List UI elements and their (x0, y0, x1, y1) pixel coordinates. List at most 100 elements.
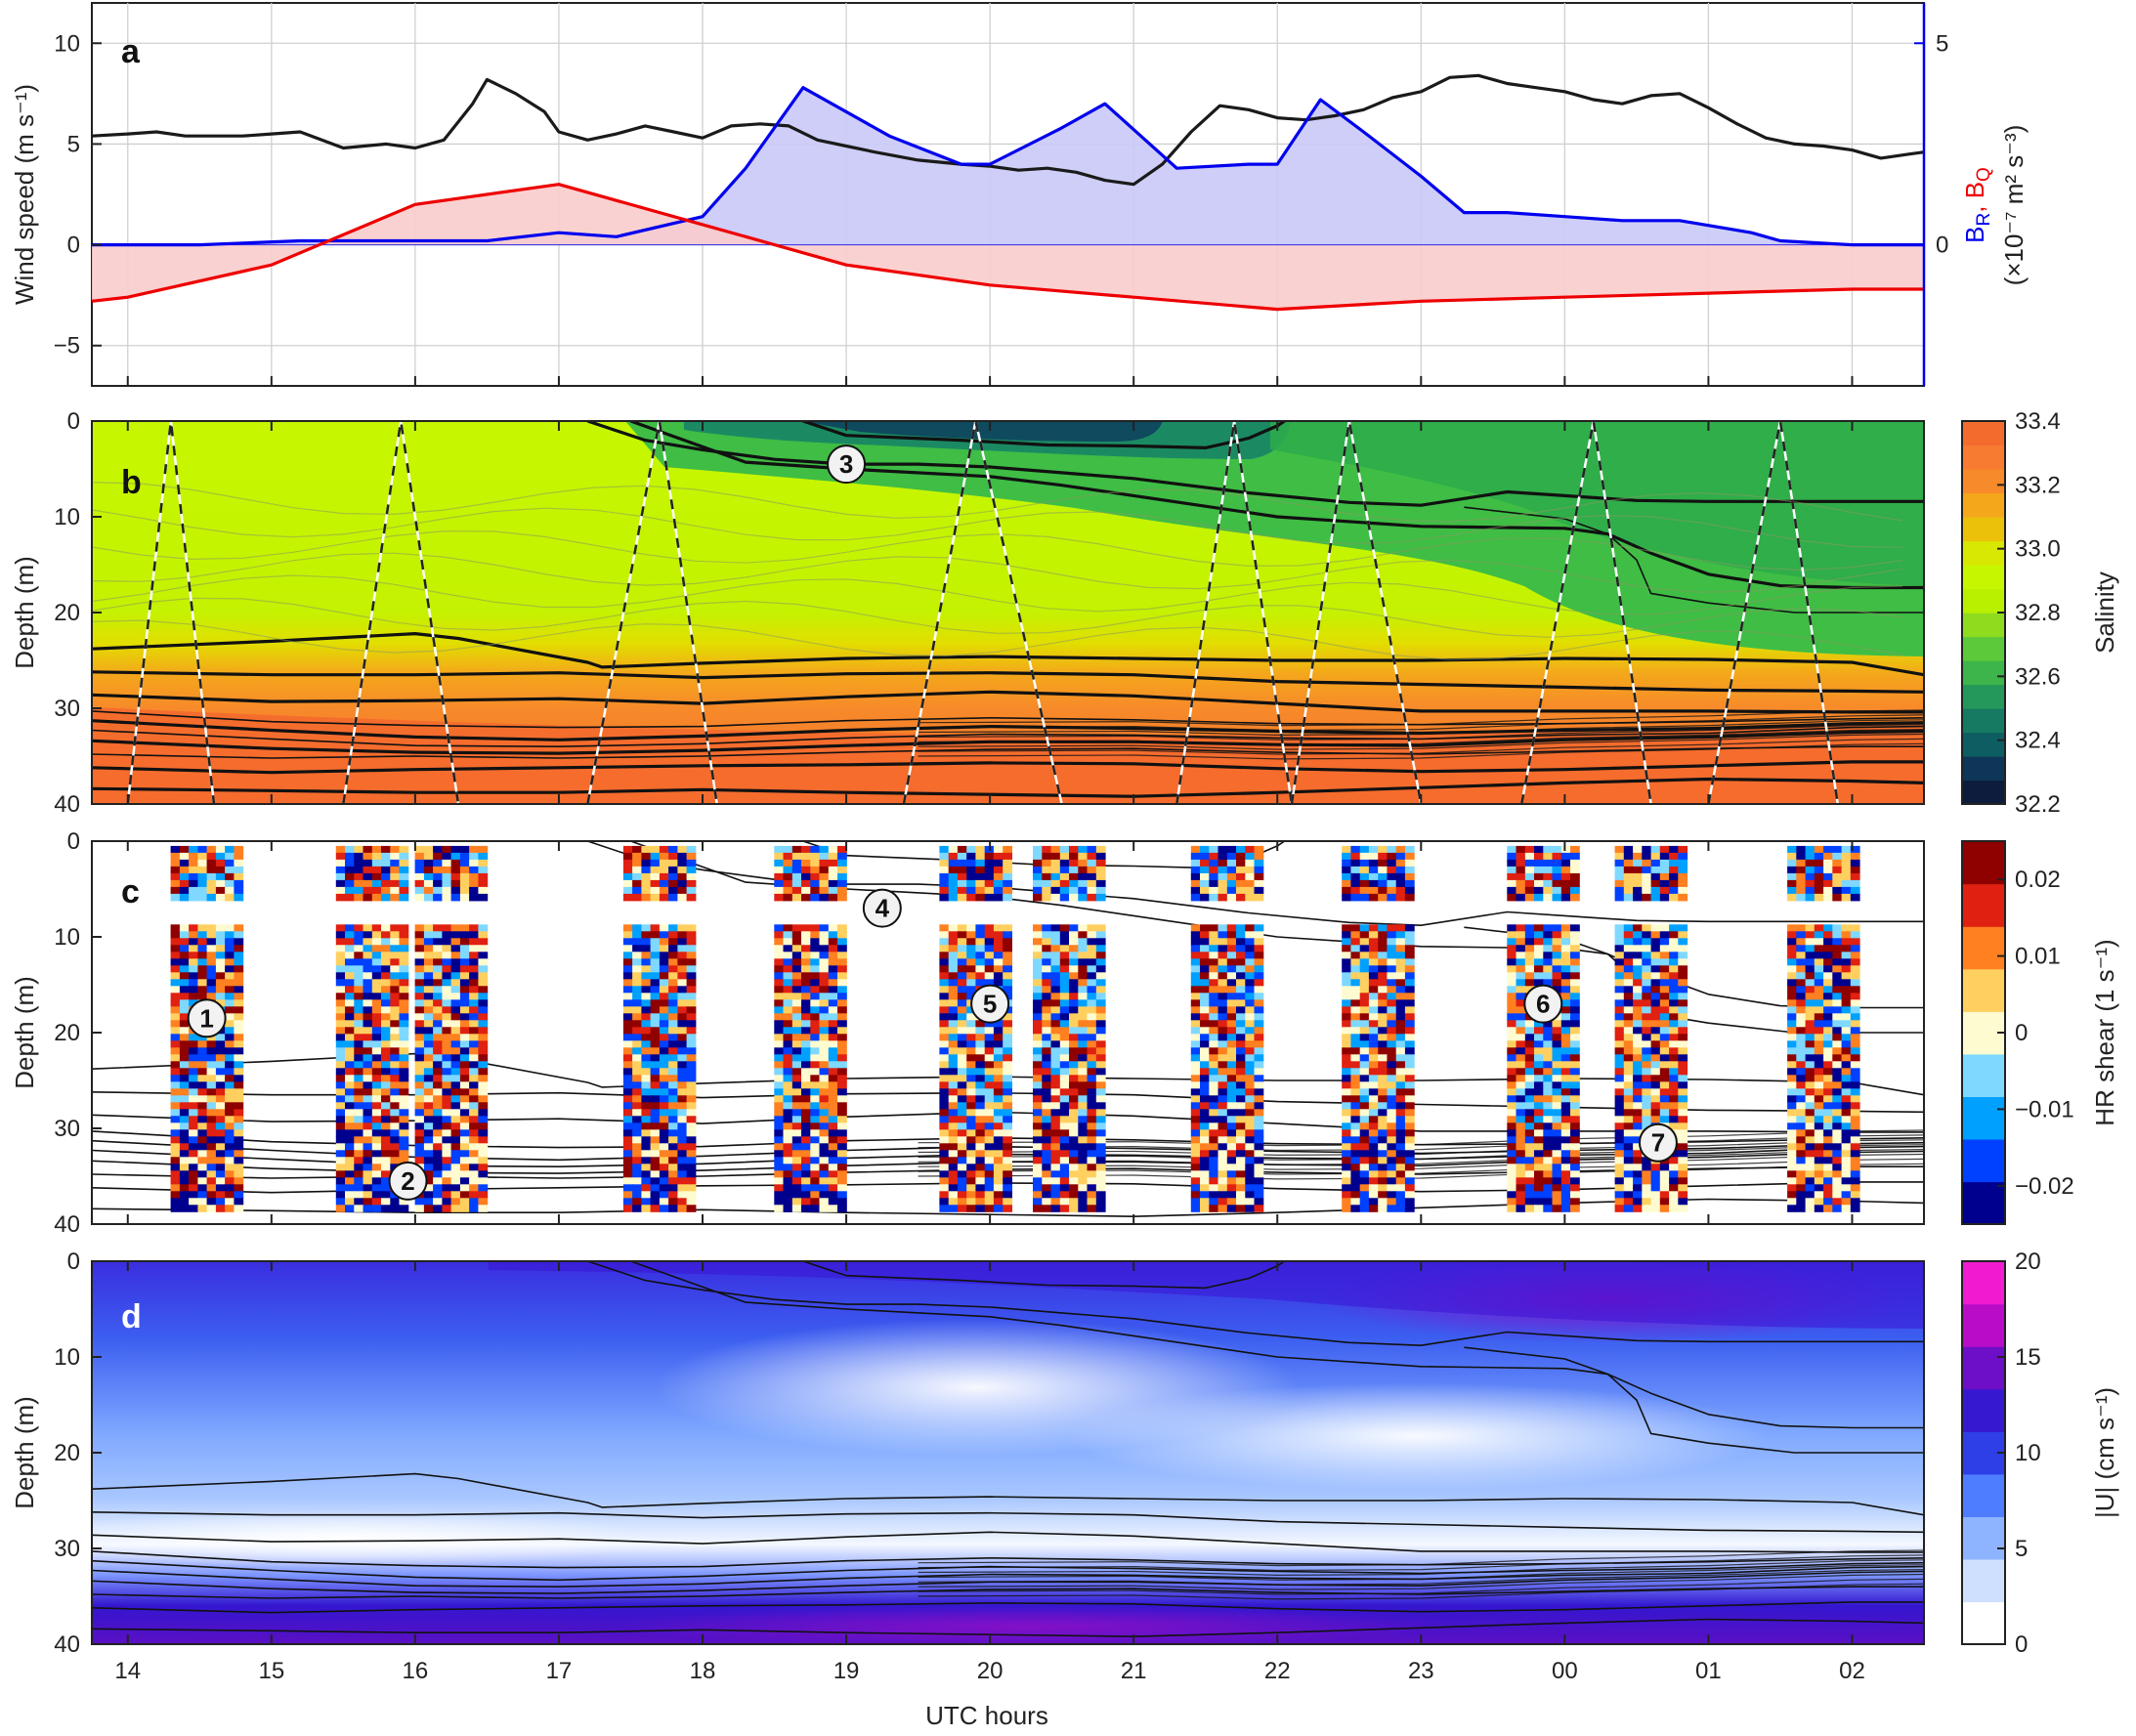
shear-cell (478, 886, 489, 895)
shear-cell (1368, 1054, 1379, 1062)
shear-cell (1524, 1081, 1535, 1089)
shear-cell (225, 879, 235, 888)
shear-cell (1218, 866, 1228, 874)
shear-cell (650, 1129, 661, 1137)
shear-cell (1003, 924, 1012, 932)
shear-cell (659, 938, 669, 946)
shear-cell (1095, 938, 1106, 946)
shear-cell (381, 1075, 391, 1082)
shear-cell (170, 924, 181, 932)
shear-cell (1095, 1061, 1106, 1069)
shear-cell (442, 1102, 452, 1110)
shear-cell (1404, 859, 1415, 868)
shear-cell (433, 931, 443, 939)
shear-cell (801, 1205, 811, 1212)
shear-cell (791, 931, 802, 939)
y2-tick-label: 0 (1936, 233, 1948, 259)
shear-cell (984, 1136, 995, 1144)
shear-cell (1245, 872, 1256, 881)
shear-cell (225, 1136, 235, 1144)
shear-cell (1623, 952, 1634, 959)
shear-profile (1190, 845, 1264, 1212)
shear-cell (984, 1081, 995, 1089)
shear-cell (1359, 1129, 1370, 1137)
shear-cell (1850, 845, 1860, 854)
shear-cell (1209, 866, 1219, 874)
shear-cell (1823, 1136, 1833, 1144)
shear-cell (1059, 1061, 1070, 1069)
shear-cell (371, 1122, 382, 1130)
shear-cell (957, 931, 967, 939)
shear-cell (1787, 945, 1797, 953)
shear-cell (1087, 938, 1097, 946)
shear-cell (1050, 952, 1061, 959)
shear-cell (1560, 1164, 1571, 1171)
shear-cell (1218, 1129, 1228, 1137)
shear-cell (668, 965, 678, 973)
shear-cell (1368, 999, 1379, 1007)
shear-cell (345, 1013, 355, 1021)
shear-cell (641, 886, 652, 895)
shear-cell (1050, 852, 1061, 861)
shear-cell (774, 993, 785, 1000)
shear-cell (225, 1143, 235, 1151)
shear-cell (478, 1034, 489, 1041)
shear-cell (381, 1034, 391, 1041)
shear-cell (1342, 993, 1351, 1000)
contour-thin (92, 619, 1903, 660)
shear-cell (1814, 1150, 1824, 1158)
shear-cell (478, 931, 489, 939)
shear-cell (423, 1184, 434, 1192)
shear-cell (1359, 1020, 1370, 1028)
shear-cell (399, 1054, 409, 1062)
shear-cell (1524, 1129, 1535, 1137)
shear-cell (828, 1068, 838, 1076)
shear-cell (371, 1184, 382, 1192)
shear-cell (1787, 1013, 1797, 1021)
shear-cell (948, 1170, 959, 1178)
shear-cell (1678, 1143, 1688, 1151)
shear-cell (677, 859, 688, 868)
shear-cell (1543, 886, 1554, 895)
shear-cell (622, 1013, 633, 1021)
shear-cell (939, 1136, 950, 1144)
shear-cell (1787, 1177, 1797, 1185)
shear-cell (1069, 845, 1079, 854)
shear-cell (442, 945, 452, 953)
shear-cell (984, 1054, 995, 1062)
shear-cell (1236, 845, 1246, 854)
shear-cell (810, 986, 821, 994)
shear-cell (1832, 1150, 1843, 1158)
shear-cell (414, 1122, 425, 1130)
shear-cell (442, 1136, 452, 1144)
shear-cell (414, 1088, 425, 1096)
shear-cell (399, 1068, 409, 1076)
shear-cell (837, 965, 847, 973)
shear-cell (1050, 1047, 1061, 1055)
shear-cell (1678, 1109, 1688, 1117)
shear-cell (1614, 1109, 1625, 1117)
shear-cell (1814, 1095, 1824, 1103)
shear-cell (1059, 1109, 1070, 1117)
shear-cell (1087, 1164, 1097, 1171)
shear-cell (622, 1047, 633, 1055)
shear-cell (1633, 1034, 1643, 1041)
shear-cell (206, 938, 217, 946)
shear-cell (622, 1054, 633, 1062)
shear-cell (433, 1170, 443, 1178)
shear-cell (966, 1075, 976, 1082)
shear-cell (189, 999, 198, 1007)
shear-cell (791, 958, 802, 966)
shear-cell (1359, 1116, 1370, 1123)
shear-cell (828, 1136, 838, 1144)
shear-cell (1623, 893, 1634, 902)
shear-cell (450, 1047, 461, 1055)
shear-cell (774, 1164, 785, 1171)
shear-cell (1404, 1177, 1415, 1185)
shear-cell (828, 952, 838, 959)
shear-cell (1787, 1122, 1797, 1130)
shear-cell (414, 965, 425, 973)
shear-cell (206, 1047, 217, 1055)
shear-cell (966, 938, 976, 946)
shear-cell (677, 952, 688, 959)
